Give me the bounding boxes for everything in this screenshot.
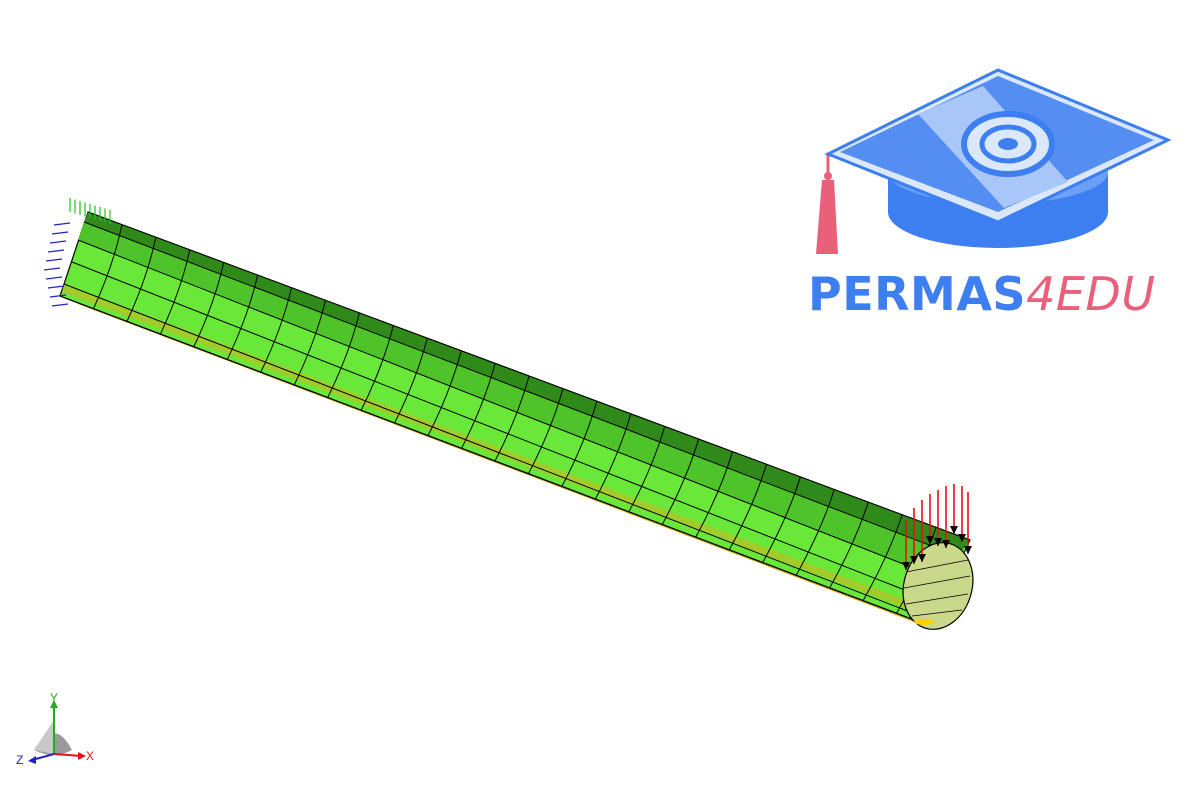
load-arrowhead [964,546,972,554]
z-axis-label: Z [16,753,23,767]
support-arrow-lateral [43,267,61,271]
mesh-ring-line [193,262,225,347]
load-arrowhead [934,538,942,546]
mesh-ring-line [427,350,462,436]
load-arrowhead [902,562,910,570]
mesh-ring-line [795,489,835,576]
mesh-ring-line [528,388,564,474]
mesh-ring-line [661,438,700,525]
permas4edu-logo: PERMAS4EDU [808,62,1178,322]
mesh-ring-line [126,237,157,322]
load-arrowhead [958,534,966,542]
mesh-ring-line [628,426,666,513]
mesh-ring-line [293,300,326,386]
support-arrow-lateral [47,285,65,289]
load-arrowhead [918,554,926,562]
y-axis-label: Y [50,691,58,705]
support-arrow-lateral [51,231,69,235]
mesh-ring-line [327,312,360,398]
end-face-mesh [903,559,971,617]
logo-wordmark: PERMAS4EDU [808,267,1178,327]
mesh-ring-line [93,224,123,309]
support-constraints[interactable] [43,198,111,307]
beam-end-face [902,542,974,630]
beam-cylinder[interactable] [58,211,983,638]
mesh-ring-line [728,464,767,551]
mesh-ring-line [829,501,869,589]
load-arrowhead [926,536,934,544]
mesh-ring-line [159,249,191,335]
mesh-ring-line [394,338,428,424]
coordinate-triad[interactable]: Y X Z [14,688,104,768]
graduation-cap-icon [816,68,1172,254]
mesh-ring-line [594,413,632,500]
support-arrow-lateral [49,294,67,298]
mesh-ring-line [695,451,734,538]
mesh-ring-line [762,476,801,563]
mesh-ring-line [494,375,530,462]
mesh-ring-line [260,287,293,373]
support-arrow-lateral [47,249,65,253]
load-arrowhead [950,526,958,534]
mesh-ring-line [561,401,598,487]
x-axis-icon [53,753,83,757]
applied-loads[interactable] [902,484,972,570]
mesh-ring-line [461,363,496,449]
mesh-circumferential-lines [93,224,937,614]
mesh-ring-line [360,325,394,411]
support-arrow-lateral [49,240,67,244]
support-arrow-lateral [45,258,63,262]
load-arrowhead [942,540,950,548]
logo-brand-main: PERMAS [808,267,1027,321]
x-axis-label: X [86,749,94,763]
load-arrowhead [910,556,918,564]
end-face-highlight [914,619,934,625]
support-arrow-lateral [51,303,69,307]
support-arrow-lateral [45,276,63,280]
logo-brand-accent: 4EDU [1026,267,1156,321]
beam-shade-band [78,222,958,580]
mesh-ring-line [862,514,903,601]
mesh-ring-line [226,274,259,360]
support-arrow-lateral [53,222,71,226]
